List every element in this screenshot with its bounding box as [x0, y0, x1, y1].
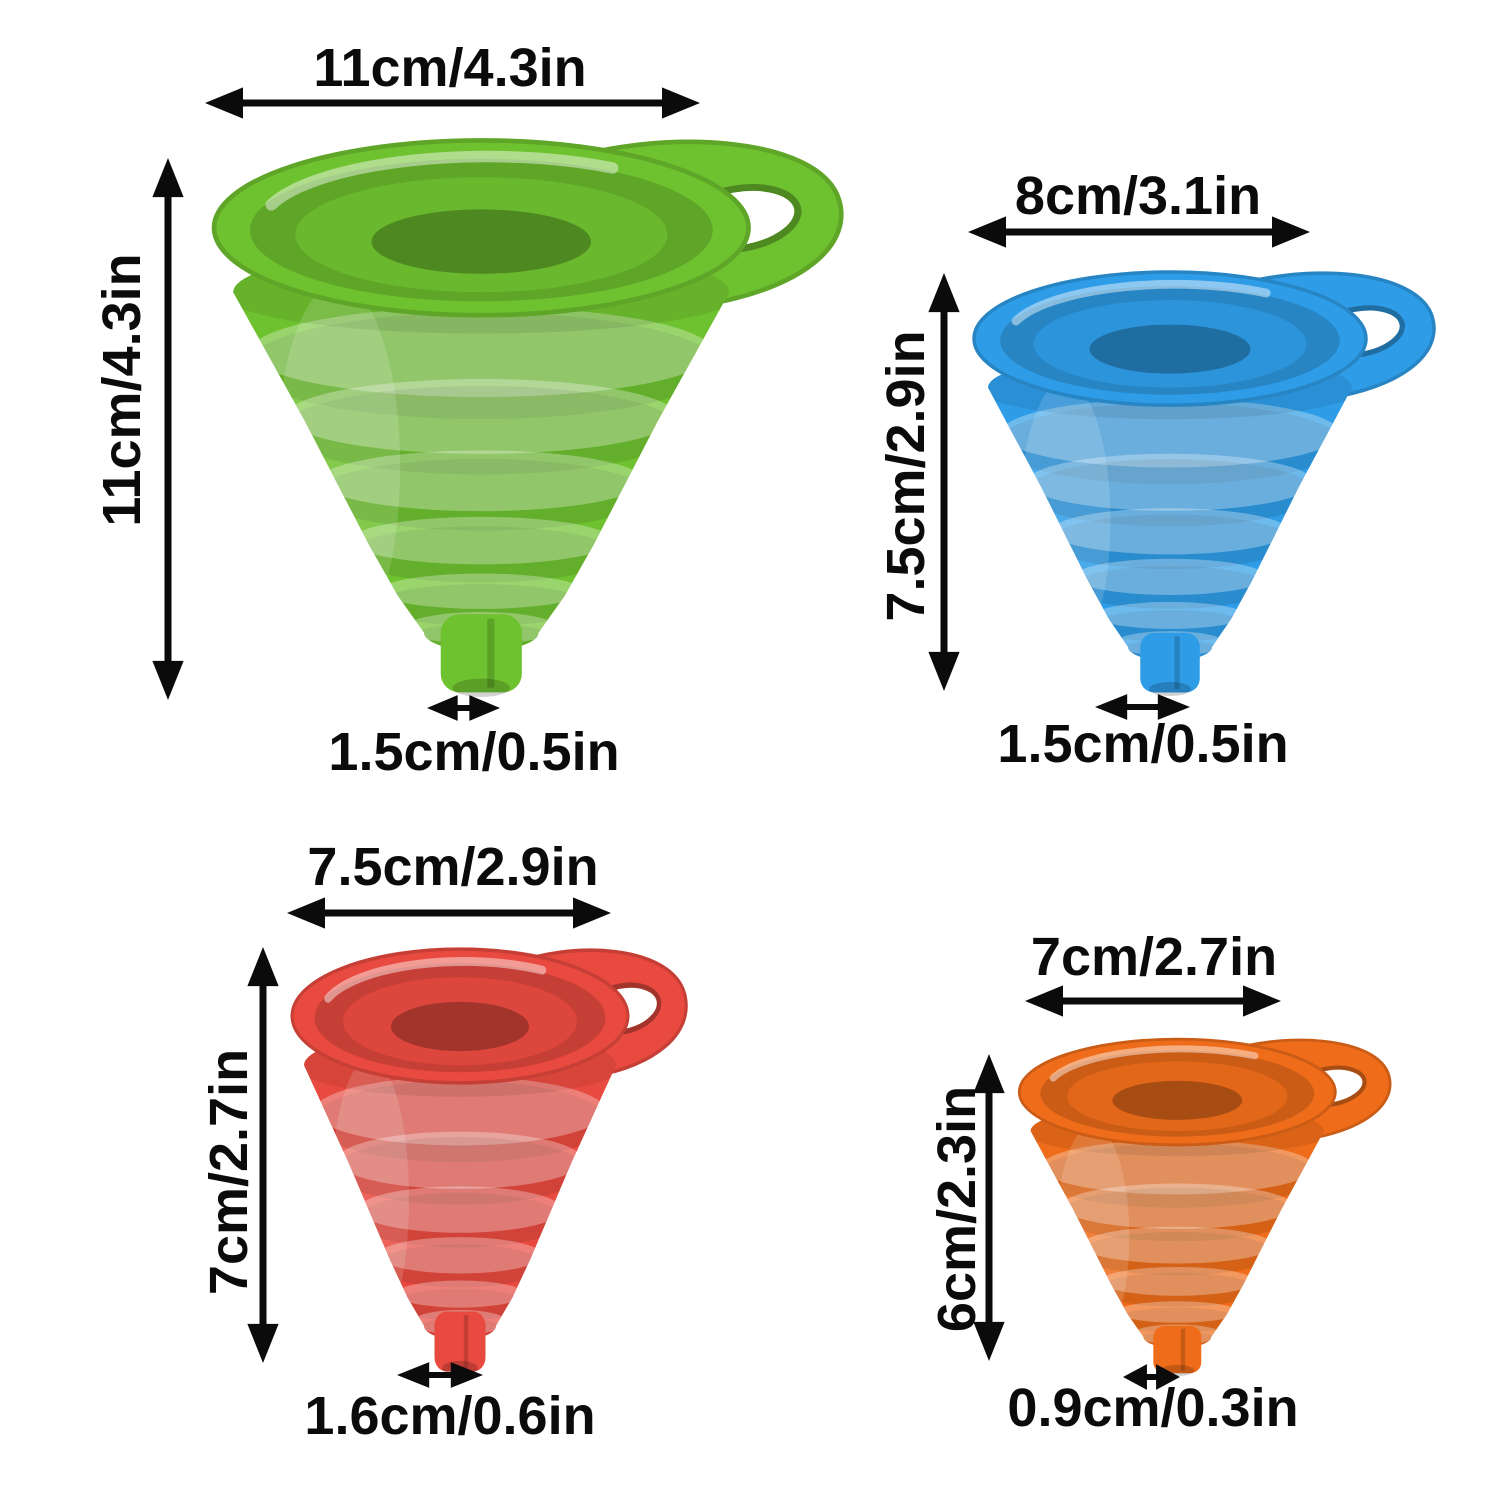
red-width-arrow — [287, 896, 611, 930]
orange-funnel-image — [1008, 1028, 1403, 1376]
orange-width-label: 7cm/2.7in — [1030, 927, 1278, 987]
blue-height-arrow — [927, 273, 961, 691]
blue-width-arrow — [968, 215, 1310, 249]
blue-spout-label: 1.5cm/0.5in — [997, 714, 1289, 774]
green-height-label: 11cm/4.3in — [92, 253, 152, 527]
orange-height-arrow — [972, 1054, 1006, 1361]
green-spout-label: 1.5cm/0.5in — [328, 722, 620, 782]
blue-width-label: 8cm/3.1in — [1014, 166, 1262, 226]
orange-height-label: 6cm/2.3in — [927, 1085, 987, 1333]
red-spout-arrow — [397, 1361, 483, 1389]
red-height-label: 7cm/2.7in — [199, 1048, 259, 1296]
green-spout-arrow — [427, 694, 500, 722]
red-width-label: 7.5cm/2.9in — [307, 837, 599, 897]
orange-spout-label: 0.9cm/0.3in — [1007, 1378, 1299, 1438]
orange-width-arrow — [1025, 984, 1281, 1018]
green-width-arrow — [205, 86, 700, 120]
green-funnel-image — [195, 122, 863, 697]
red-height-arrow — [246, 947, 280, 1363]
blue-height-label: 7.5cm/2.9in — [876, 330, 936, 622]
red-spout-label: 1.6cm/0.6in — [304, 1386, 596, 1446]
blue-funnel-image — [960, 258, 1450, 696]
orange-spout-arrow — [1123, 1363, 1180, 1391]
red-funnel-image — [280, 935, 700, 1375]
green-height-arrow — [151, 158, 185, 700]
green-width-label: 11cm/4.3in — [313, 38, 587, 98]
blue-spout-arrow — [1095, 693, 1190, 721]
